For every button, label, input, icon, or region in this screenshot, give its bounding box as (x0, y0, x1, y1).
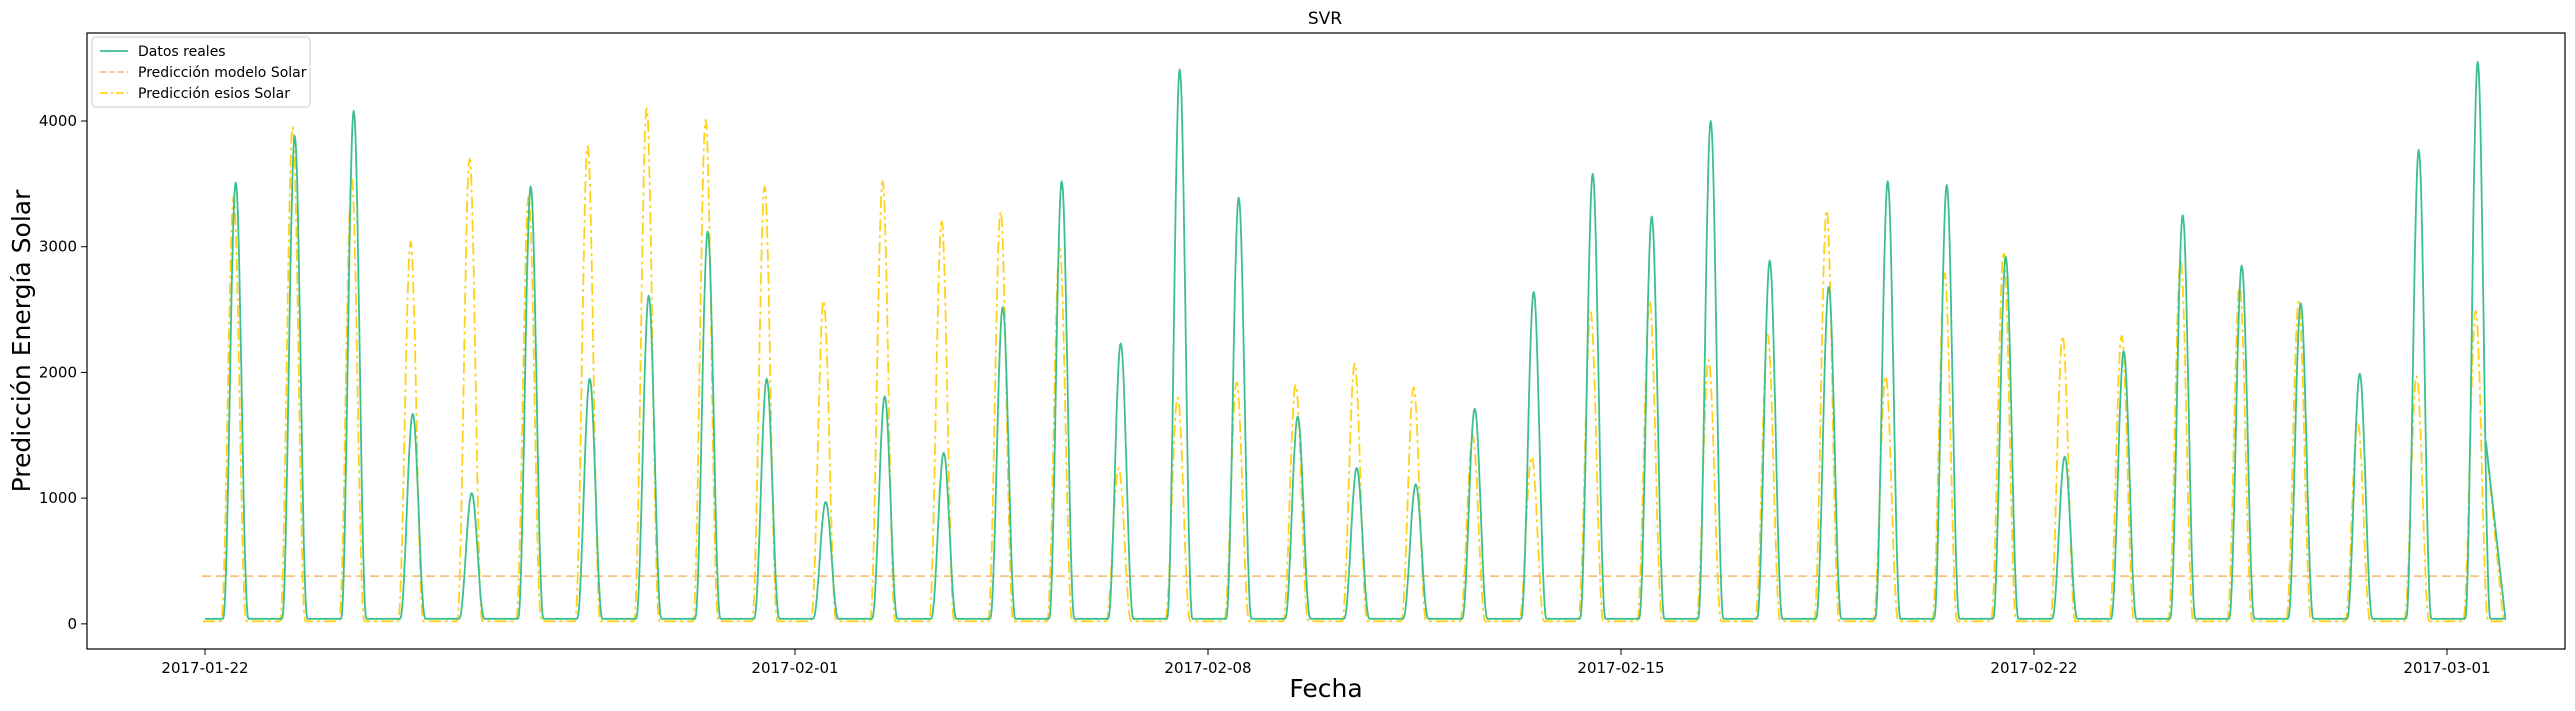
y-tick-label-0: 0 (67, 615, 77, 633)
legend-box (91, 36, 311, 108)
x-tick-label-1: 2017-02-01 (751, 659, 838, 677)
x-axis: 2017-01-22 2017-02-01 2017-02-08 2017-02-15… (161, 649, 2491, 677)
y-tick-label-2: 2000 (39, 363, 77, 381)
x-tick-label-4: 2017-02-22 (1990, 659, 2077, 677)
series-line-2 (202, 107, 2505, 623)
legend-label-2: Predicción esios Solar (138, 86, 290, 102)
y-tick-label-4: 4000 (39, 112, 77, 130)
plot-frame (86, 32, 2566, 650)
y-axis-label: Predicción Energía Solar (7, 189, 36, 492)
legend-label-1: Predicción modelo Solar (138, 65, 307, 81)
y-axis: 0 1000 2000 3000 4000 (39, 112, 87, 633)
y-tick-label-1: 1000 (39, 489, 77, 507)
plot-lines (202, 61, 2507, 623)
x-axis-label: Fecha (1289, 674, 1362, 703)
x-tick-label-2: 2017-02-08 (1164, 659, 1251, 677)
x-tick-label-5: 2017-03-01 (2403, 659, 2490, 677)
x-tick-label-3: 2017-02-15 (1577, 659, 1664, 677)
x-tick-label-0: 2017-01-22 (161, 659, 248, 677)
legend: Datos reales Predicción modelo Solar Predi… (91, 36, 311, 108)
legend-label-0: Datos reales (138, 44, 226, 60)
chart-title: SVR (1308, 9, 1342, 29)
y-tick-label-3: 3000 (39, 238, 77, 256)
series-line-0 (204, 61, 2507, 620)
